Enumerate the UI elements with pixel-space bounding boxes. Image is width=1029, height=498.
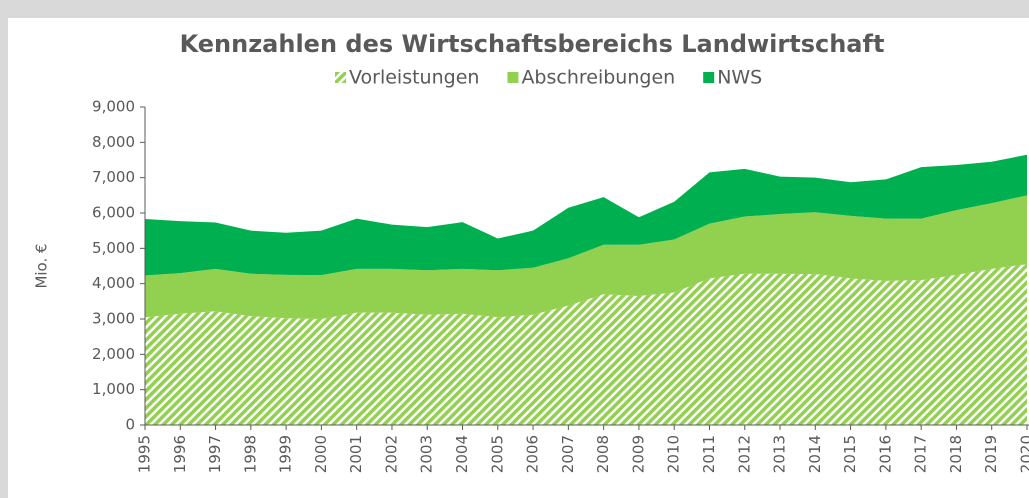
chart-title: Kennzahlen des Wirtschaftsbereichs Landw… [180,30,885,58]
legend-label: Abschreibungen [521,67,675,89]
x-tick-label: 1995 [136,435,154,473]
area [145,264,1027,425]
x-tick-label: 2008 [594,435,612,473]
x-tick-label: 2017 [912,435,930,473]
y-tick-label: 2,000 [92,345,135,363]
legend-swatch [507,72,519,83]
x-tick-label: 2012 [735,435,753,473]
x-tick-label: 2013 [771,435,789,473]
x-tick-label: 2005 [488,435,506,473]
y-tick-label: 4,000 [92,274,135,292]
x-tick-label: 2020 [1018,435,1029,473]
x-tick-label: 1998 [241,435,259,473]
x-tick-label: 2006 [524,435,542,473]
x-tick-label: 2001 [347,435,365,473]
legend-label: Vorleistungen [349,67,479,89]
legend-swatch [703,72,715,83]
x-tick-label: 2003 [418,435,436,473]
area [145,154,1027,276]
x-tick-label: 1996 [171,435,189,473]
x-tick-label: 2015 [841,435,859,473]
x-tick-label: 1999 [277,435,295,473]
y-tick-label: 1,000 [92,380,135,398]
x-tick-label: 2011 [700,435,718,473]
x-tick-label: 2019 [982,435,1000,473]
y-tick-label: 6,000 [92,204,135,222]
y-tick-label: 8,000 [92,133,135,151]
y-tick-label: 3,000 [92,310,135,328]
y-axis-label: Mio. € [33,243,51,288]
x-tick-label: 2016 [876,435,894,473]
y-tick-label: 5,000 [92,239,135,257]
x-tick-label: 2000 [312,435,330,473]
y-tick-label: 9,000 [92,98,135,116]
x-tick-label: 2002 [382,435,400,473]
x-tick-label: 2009 [629,435,647,473]
legend-label: NWS [717,67,762,89]
area [145,195,1027,319]
x-tick-label: 2004 [453,435,471,473]
y-tick-label: 7,000 [92,168,135,186]
x-tick-label: 1997 [206,435,224,473]
legend-swatch [335,72,346,83]
x-tick-label: 2010 [665,435,683,473]
x-tick-label: 2007 [559,435,577,473]
x-tick-label: 2014 [806,435,824,473]
y-tick-label: 0 [125,416,135,434]
x-tick-label: 2018 [947,435,965,473]
